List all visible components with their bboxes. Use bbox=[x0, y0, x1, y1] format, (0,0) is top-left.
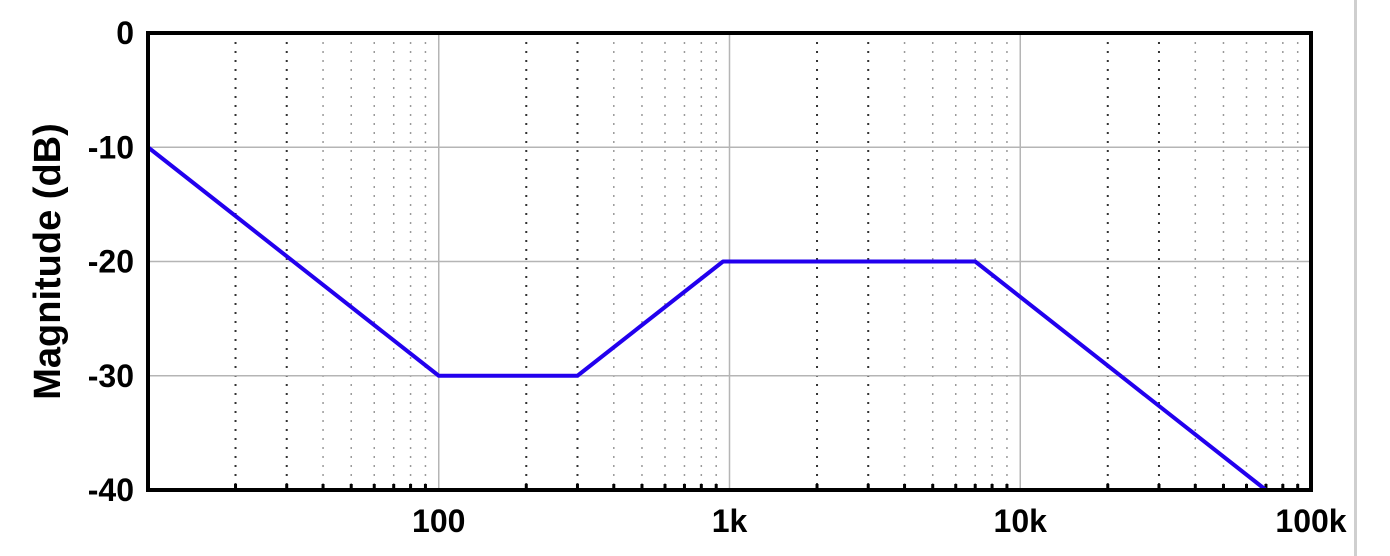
y-tick-label: -40 bbox=[88, 472, 134, 508]
y-tick-label: -30 bbox=[88, 358, 134, 394]
plot-frame bbox=[146, 31, 1313, 492]
y-tick-label: 0 bbox=[116, 15, 134, 51]
magnitude-series-line bbox=[146, 145, 1268, 492]
series-layer bbox=[146, 145, 1268, 492]
y-tick-label: -10 bbox=[88, 129, 134, 165]
y-axis-label: Magnitude (dB) bbox=[27, 123, 69, 400]
right-edge-divider bbox=[1354, 0, 1357, 556]
x-tick-label: 100k bbox=[1275, 503, 1346, 539]
y-tick-label: -20 bbox=[88, 244, 134, 280]
x-tick-label: 1k bbox=[712, 503, 748, 539]
tick-layer: 0 -10 -20 -30 -40 100 1k 10k 100k bbox=[88, 15, 1347, 539]
x-tick-label: 10k bbox=[994, 503, 1048, 539]
x-tick-label: 100 bbox=[412, 503, 465, 539]
